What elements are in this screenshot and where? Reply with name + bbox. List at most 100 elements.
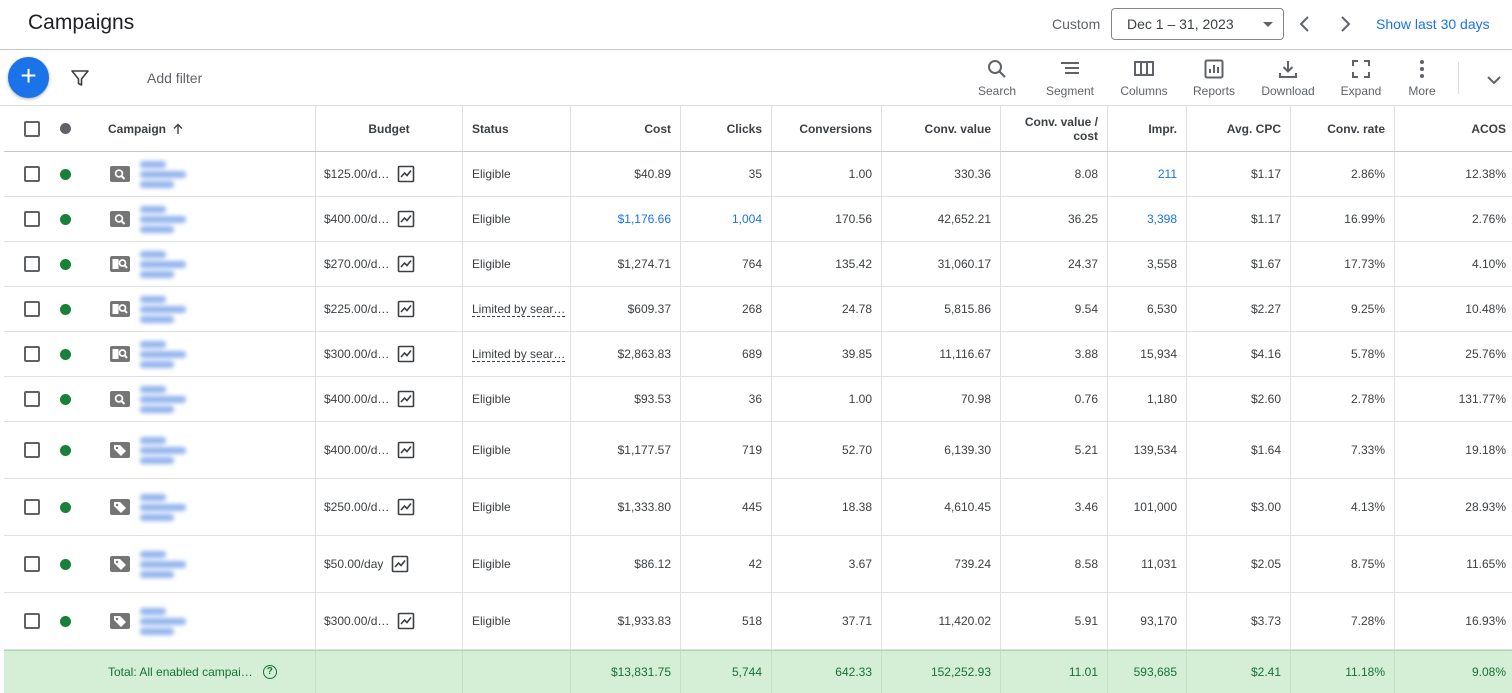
- cell-cost[interactable]: $1,176.66: [617, 212, 671, 226]
- header-impr[interactable]: Impr.: [1108, 106, 1187, 151]
- add-filter-button[interactable]: Add filter: [147, 70, 203, 86]
- date-range-value: Dec 1 – 31, 2023: [1127, 16, 1234, 32]
- header-budget[interactable]: Budget: [316, 106, 463, 151]
- show-last-30-days-link[interactable]: Show last 30 days: [1376, 16, 1490, 32]
- budget-chart-icon[interactable]: [397, 255, 415, 273]
- enabled-status-dot[interactable]: [60, 615, 71, 627]
- cell-conv-value-cost: 36.25: [1067, 212, 1098, 226]
- enabled-status-dot[interactable]: [60, 444, 71, 456]
- row-checkbox[interactable]: [24, 499, 40, 515]
- total-acos: 9.08%: [1471, 665, 1506, 679]
- campaign-name-redacted[interactable]: [108, 545, 218, 583]
- row-checkbox[interactable]: [24, 346, 40, 362]
- campaign-name-redacted[interactable]: [108, 431, 218, 469]
- campaign-status[interactable]: Limited by sear…: [472, 301, 566, 317]
- table-row[interactable]: $400.00/d… Eligible $1,177.57 719 52.70 6,139…: [4, 422, 1512, 479]
- row-checkbox[interactable]: [24, 166, 40, 182]
- campaign-name-redacted[interactable]: [108, 602, 218, 640]
- table-row[interactable]: $300.00/d… Limited by sear… $2,863.83 689 39…: [4, 332, 1512, 377]
- header-cost[interactable]: Cost: [571, 106, 681, 151]
- table-row[interactable]: $300.00/d… Eligible $1,933.83 518 37.71 11,42…: [4, 593, 1512, 650]
- header-clicks[interactable]: Clicks: [681, 106, 772, 151]
- header-conv-rate[interactable]: Conv. rate: [1291, 106, 1395, 151]
- row-checkbox[interactable]: [24, 256, 40, 272]
- row-checkbox[interactable]: [24, 391, 40, 407]
- budget-chart-icon[interactable]: [391, 555, 409, 573]
- budget-chart-icon[interactable]: [397, 300, 415, 318]
- campaign-type-icon: [110, 613, 130, 629]
- enabled-status-dot[interactable]: [60, 558, 71, 570]
- budget-chart-icon[interactable]: [397, 345, 415, 363]
- reports-tool-button[interactable]: Reports: [1188, 58, 1240, 102]
- select-all-checkbox[interactable]: [24, 120, 40, 137]
- enabled-status-dot[interactable]: [60, 393, 71, 405]
- cell-conv-value-cost: 5.21: [1074, 443, 1098, 457]
- table-row[interactable]: $250.00/d… Eligible $1,333.80 445 18.38 4,610…: [4, 479, 1512, 536]
- download-tool-button[interactable]: Download: [1257, 58, 1319, 102]
- cell-conv-rate: 7.33%: [1350, 443, 1385, 457]
- campaign-name-redacted[interactable]: [108, 335, 218, 373]
- chevron-right-icon[interactable]: [1333, 12, 1357, 36]
- total-avg-cpc: $2.41: [1187, 651, 1291, 693]
- cell-impr[interactable]: 3,398: [1146, 212, 1177, 226]
- row-checkbox[interactable]: [24, 442, 40, 458]
- enabled-status-dot[interactable]: [60, 303, 71, 315]
- cell-clicks[interactable]: 1,004: [731, 212, 762, 226]
- row-checkbox[interactable]: [24, 211, 40, 227]
- cell-conv-value-cost: 5.91: [1074, 614, 1098, 628]
- table-row[interactable]: $400.00/d… Eligible $1,176.66 1,004 170.56 42…: [4, 197, 1512, 242]
- campaign-name-redacted[interactable]: [108, 245, 218, 283]
- columns-icon: [1134, 61, 1154, 76]
- budget-chart-icon[interactable]: [397, 441, 415, 459]
- table-row[interactable]: $400.00/d… Eligible $93.53 36 1.00 70.98 0.76 1…: [4, 377, 1512, 422]
- enabled-status-dot[interactable]: [60, 501, 71, 513]
- enabled-status-dot[interactable]: [60, 168, 71, 180]
- cell-conv-rate: 17.73%: [1344, 257, 1385, 271]
- header-conv-value-cost[interactable]: Conv. value / cost: [1001, 106, 1108, 151]
- more-tool-button[interactable]: More: [1402, 58, 1442, 102]
- expand-tool-button[interactable]: Expand: [1336, 58, 1386, 102]
- campaign-name-redacted[interactable]: [108, 488, 218, 526]
- campaign-name-redacted[interactable]: [108, 380, 218, 418]
- campaign-type-icon: [110, 346, 130, 362]
- row-checkbox[interactable]: [24, 556, 40, 572]
- campaign-name-redacted[interactable]: [108, 290, 218, 328]
- date-range-select[interactable]: Dec 1 – 31, 2023: [1111, 8, 1284, 40]
- budget-chart-icon[interactable]: [397, 165, 415, 183]
- header-status[interactable]: Status: [463, 106, 571, 151]
- campaign-name-redacted[interactable]: [108, 200, 218, 238]
- tool-label: Download: [1261, 84, 1315, 98]
- filter-icon[interactable]: [70, 68, 90, 88]
- cell-conversions: 135.42: [835, 257, 872, 271]
- budget-chart-icon[interactable]: [397, 498, 415, 516]
- budget-chart-icon[interactable]: [397, 210, 415, 228]
- enabled-status-dot[interactable]: [60, 213, 71, 225]
- budget-chart-icon[interactable]: [397, 390, 415, 408]
- enabled-status-dot[interactable]: [60, 258, 71, 270]
- campaign-status[interactable]: Limited by sear…: [472, 346, 566, 362]
- header-conversions[interactable]: Conversions: [772, 106, 882, 151]
- create-button[interactable]: +: [8, 57, 49, 98]
- row-checkbox[interactable]: [24, 613, 40, 629]
- enabled-status-dot[interactable]: [60, 348, 71, 360]
- header-avg-cpc[interactable]: Avg. CPC: [1187, 106, 1291, 151]
- table-row[interactable]: $225.00/d… Limited by sear… $609.37 268 24.7…: [4, 287, 1512, 332]
- status-filter-dot[interactable]: [60, 123, 71, 134]
- cell-impr[interactable]: 211: [1157, 167, 1177, 181]
- header-acos[interactable]: ACOS: [1471, 121, 1506, 136]
- table-row[interactable]: $50.00/day Eligible $86.12 42 3.67 739.24 8.58…: [4, 536, 1512, 593]
- budget-chart-icon[interactable]: [397, 612, 415, 630]
- columns-tool-button[interactable]: Columns: [1116, 58, 1172, 102]
- table-row[interactable]: $125.00/d… Eligible $40.89 35 1.00 330.36 8.08…: [4, 152, 1512, 197]
- campaign-type-icon: [110, 442, 130, 458]
- row-checkbox[interactable]: [24, 301, 40, 317]
- chevron-down-icon[interactable]: [1484, 70, 1504, 90]
- segment-tool-button[interactable]: Segment: [1042, 58, 1098, 102]
- table-row[interactable]: $270.00/d… Eligible $1,274.71 764 135.42 31,0…: [4, 242, 1512, 287]
- chevron-left-icon[interactable]: [1293, 12, 1317, 36]
- search-tool-button[interactable]: Search: [974, 58, 1020, 102]
- campaign-name-redacted[interactable]: [108, 155, 218, 193]
- header-campaign[interactable]: Campaign: [108, 106, 316, 151]
- help-icon[interactable]: ?: [262, 665, 277, 679]
- header-conv-value[interactable]: Conv. value: [882, 106, 1001, 151]
